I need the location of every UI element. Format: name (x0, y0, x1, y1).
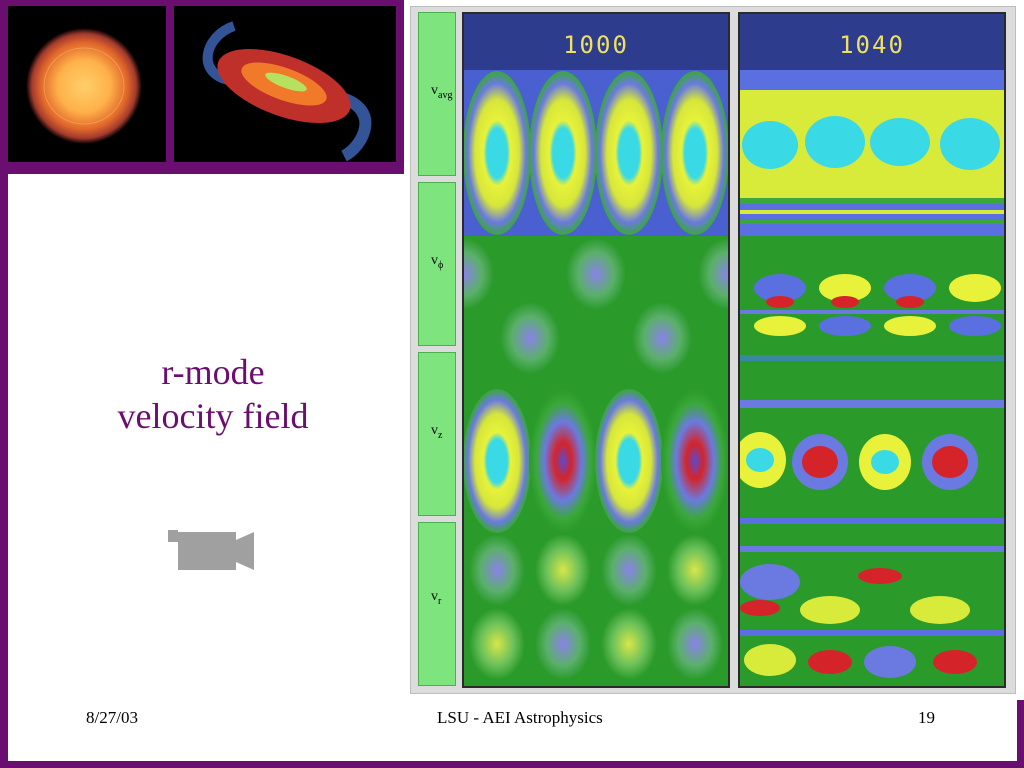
slide-frame-left (0, 0, 8, 768)
panel-header-1040: 1040 (740, 14, 1004, 70)
panel-header-1000: 1000 (464, 14, 728, 70)
slide-frame-right (1017, 700, 1024, 768)
slide-frame-bottom (0, 761, 1024, 768)
panel-1040: 1040 (738, 12, 1006, 688)
footer-page-number: 19 (918, 708, 935, 727)
title-line-1: r-mode (161, 352, 265, 392)
row-label-vavg: vavg (418, 12, 456, 176)
video-camera-icon[interactable] (168, 528, 258, 574)
footer-date: 8/27/03 (86, 708, 138, 727)
footer-title: LSU - AEI Astrophysics (437, 708, 603, 727)
row-label-vz: vz (418, 352, 456, 516)
panel-1000: 1000 (462, 12, 730, 688)
row-label-column: vavg vϕ vz vr (418, 12, 458, 688)
row-label-vr: vr (418, 522, 456, 686)
star-face-on-image (8, 6, 166, 162)
star-side-view-image (174, 6, 396, 162)
thumbnail-strip (0, 0, 404, 174)
slide-title: r-mode velocity field (60, 350, 366, 438)
panel-1040-field (740, 70, 1004, 686)
panel-1000-field (464, 70, 728, 686)
row-label-vphi: vϕ (418, 182, 456, 346)
title-line-2: velocity field (117, 396, 309, 436)
